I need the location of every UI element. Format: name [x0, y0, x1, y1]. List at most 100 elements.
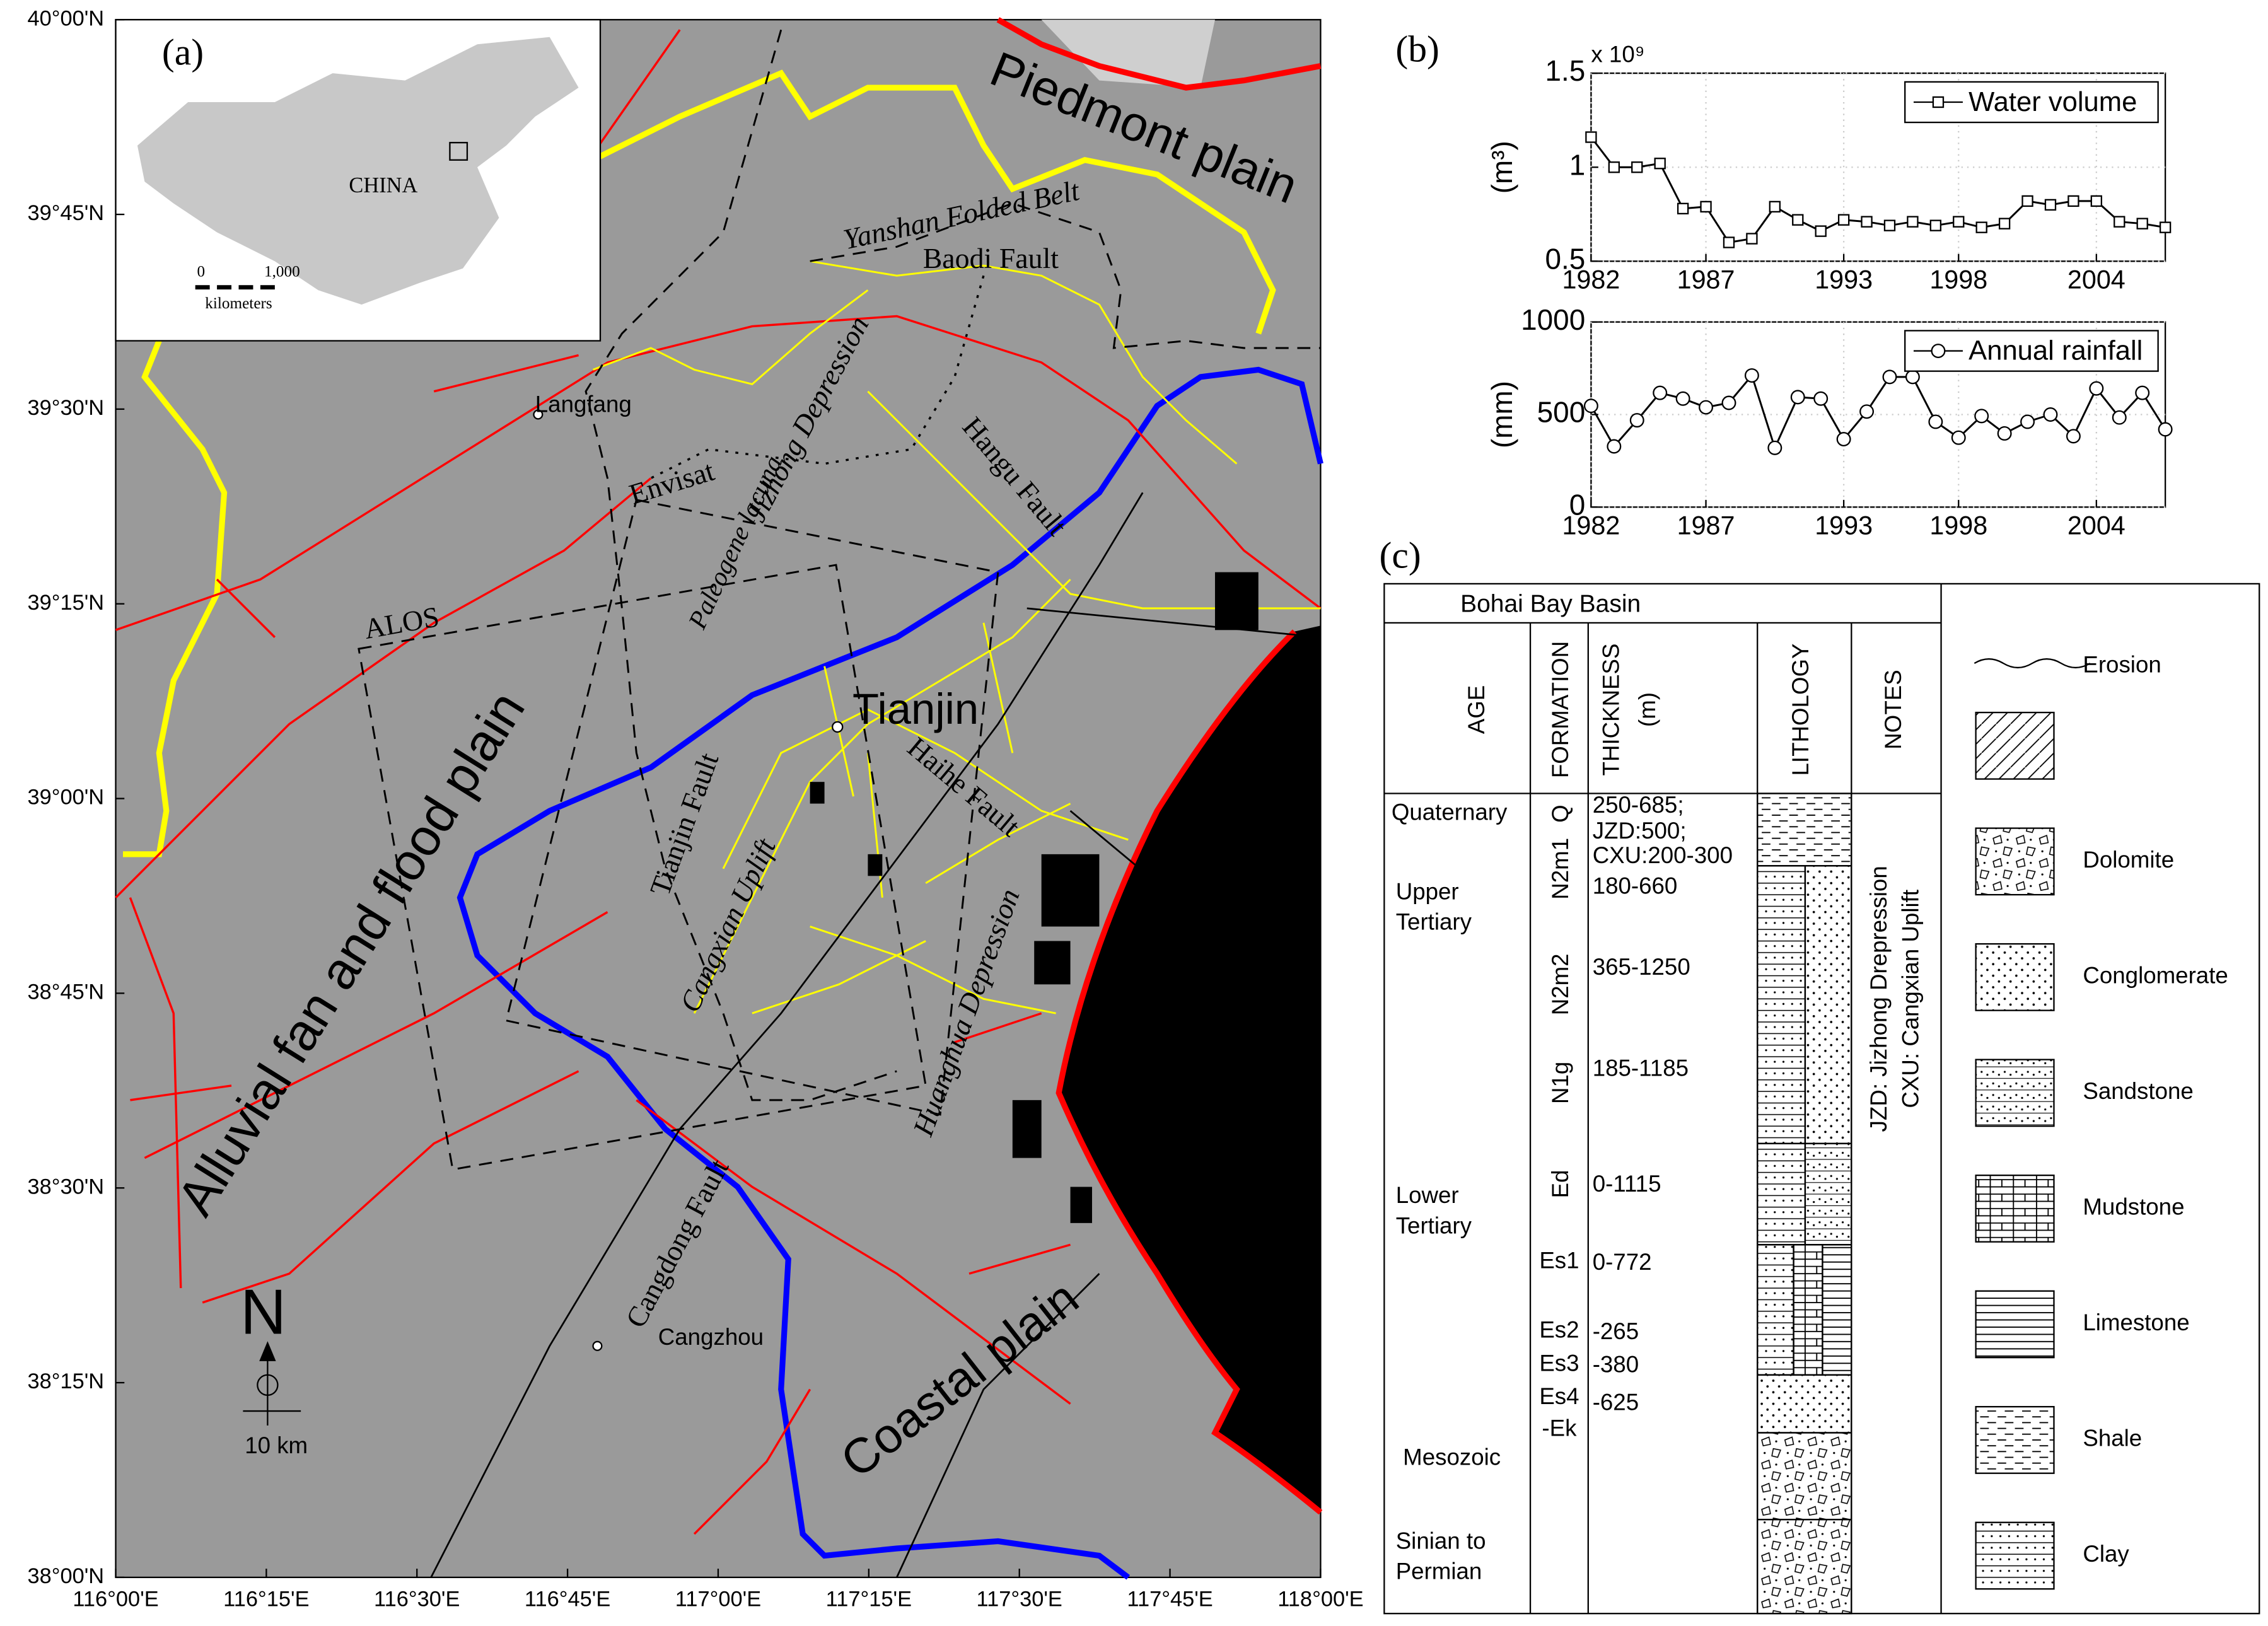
- map-label: Cangzhou: [658, 1324, 764, 1350]
- age-label: Tertiary: [1396, 1212, 1472, 1238]
- x-tick-label: 1993: [1815, 511, 1873, 540]
- age-label: Lower: [1396, 1182, 1459, 1208]
- legend-marker: [1931, 344, 1946, 359]
- x-tick-label: 1987: [1677, 265, 1735, 294]
- data-point: [1608, 161, 1620, 173]
- roads: [430, 492, 1321, 1578]
- table-title: Bohai Bay Basin: [1460, 591, 1641, 618]
- legend-swatch: [1975, 711, 2055, 780]
- inset-scale-unit: kilometers: [205, 295, 272, 312]
- thickness-label: -625: [1593, 1389, 1639, 1415]
- data-point: [1746, 233, 1758, 245]
- city-marker: [533, 409, 544, 420]
- y-axis-label: (mm): [1486, 381, 1518, 448]
- formation-label: Es2: [1539, 1317, 1579, 1343]
- stratigraphy-panel: [1383, 583, 2260, 1615]
- litho-conglomerate: [1757, 1432, 1852, 1521]
- data-point: [2112, 410, 2127, 425]
- legend-label: Sandstone: [2083, 1078, 2193, 1104]
- thickness-label: 0-1115: [1593, 1171, 1661, 1197]
- legend-erosion: [1974, 658, 2091, 669]
- age-label: Permian: [1396, 1559, 1482, 1584]
- legend-label: Conglomerate: [2083, 963, 2228, 989]
- longitude-label: 117°15'E: [826, 1588, 912, 1611]
- latitude-label: 40°00'N: [27, 6, 104, 30]
- faults-yellow: [593, 260, 1321, 1014]
- thickness-label: 180-660: [1593, 873, 1678, 898]
- legend-label: Limestone: [2083, 1310, 2189, 1335]
- china-shape: [137, 37, 579, 305]
- legend-label: Mudstone: [2083, 1194, 2184, 1220]
- column-header: FORMATION: [1547, 641, 1573, 778]
- inset-scale-label: 1,000: [264, 263, 300, 280]
- thickness-label: 185-1185: [1593, 1055, 1689, 1081]
- latitude-label: 38°45'N: [27, 980, 104, 1004]
- legend-label: Erosion: [2083, 651, 2161, 677]
- axis-multiplier: x 10⁹: [1591, 41, 1644, 67]
- longitude-label: 116°45'E: [525, 1588, 610, 1611]
- x-tick-label: 1998: [1929, 511, 1987, 540]
- age-label: Tertiary: [1396, 909, 1472, 935]
- thickness-label: JZD:500;: [1593, 818, 1687, 844]
- legend-swatch: [1975, 1059, 2055, 1127]
- thickness-label: -380: [1593, 1352, 1639, 1378]
- sar-frames: [358, 29, 1321, 1171]
- data-point: [1861, 216, 1873, 228]
- column-header: (m): [1634, 692, 1660, 727]
- latitude-label: 39°45'N: [27, 201, 104, 225]
- litho-silt: [1757, 1244, 1794, 1376]
- y-tick-label: 500: [1537, 396, 1586, 429]
- data-point: [1767, 440, 1782, 455]
- x-tick-label: 1982: [1562, 511, 1620, 540]
- data-point: [2135, 385, 2150, 400]
- legend-label: Annual rainfall: [1969, 335, 2143, 366]
- age-label: Quaternary: [1392, 799, 1508, 825]
- formation-label: Ed: [1547, 1170, 1573, 1198]
- x-tick-label: 1987: [1677, 511, 1735, 540]
- scale-label: 10 km: [245, 1432, 308, 1458]
- data-point: [1836, 432, 1851, 447]
- y-tick-label: 1000: [1521, 303, 1585, 336]
- legend-swatch: [1975, 1521, 2055, 1590]
- legend-marker: [1932, 96, 1945, 108]
- litho-silt: [1757, 1142, 1806, 1246]
- litho-limestone: [1793, 1244, 1823, 1376]
- urban-blocks: [810, 572, 1259, 1223]
- panel-label: (a): [162, 31, 204, 73]
- longitude-label: 118°00'E: [1277, 1588, 1363, 1611]
- map-panel: [115, 17, 1323, 1580]
- relief: [1041, 20, 1215, 88]
- city-marker: [592, 1340, 603, 1351]
- data-point: [1998, 218, 2011, 229]
- data-point: [2158, 422, 2173, 437]
- data-point: [1792, 214, 1804, 226]
- data-point: [1699, 400, 1714, 415]
- data-point: [2021, 195, 2033, 207]
- litho-sandstone: [1757, 1374, 1852, 1434]
- map-label: Tianjin: [852, 685, 979, 733]
- data-point: [1882, 369, 1897, 385]
- north-arrow: [243, 1341, 301, 1426]
- longitude-label: 117°45'E: [1127, 1588, 1213, 1611]
- data-point: [1815, 225, 1827, 237]
- data-point: [1744, 368, 1759, 383]
- note-label: CXU: Cangxian Uplift: [1897, 890, 1923, 1108]
- data-point: [1951, 430, 1966, 445]
- data-point: [1905, 369, 1920, 385]
- data-point: [2114, 216, 2126, 228]
- data-point: [1700, 200, 1712, 213]
- litho-silt: [1757, 865, 1806, 1144]
- y-axis-label: (m³): [1486, 141, 1518, 194]
- legend-swatch: [1975, 1175, 2055, 1243]
- data-point: [1629, 413, 1644, 428]
- thickness-label: 250-685;: [1593, 792, 1684, 818]
- column-header: AGE: [1463, 685, 1489, 734]
- data-point: [1654, 158, 1666, 170]
- formation-label: N2m1: [1547, 838, 1573, 900]
- data-point: [1907, 216, 1919, 228]
- latitude-label: 38°15'N: [27, 1369, 104, 1393]
- longitude-label: 116°15'E: [223, 1588, 309, 1611]
- data-point: [1813, 391, 1829, 406]
- latitude-label: 38°30'N: [27, 1175, 104, 1199]
